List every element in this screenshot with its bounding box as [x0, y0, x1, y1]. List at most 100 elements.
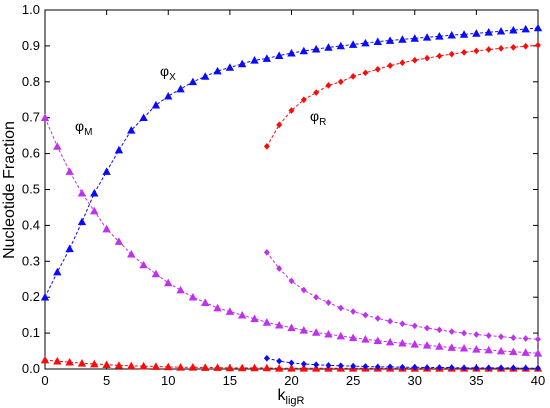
data-point	[522, 42, 529, 50]
data-point	[350, 362, 357, 370]
data-point	[533, 23, 543, 32]
y-tick-label: 0.2	[22, 289, 40, 304]
data-point	[522, 335, 529, 342]
data-point	[287, 364, 296, 372]
data-point	[313, 361, 320, 369]
data-point	[535, 364, 541, 372]
data-point	[521, 24, 530, 33]
data-point	[164, 362, 173, 371]
data-point	[250, 314, 259, 323]
data-point	[509, 25, 518, 34]
data-point	[213, 363, 222, 371]
data-point	[398, 35, 407, 43]
data-point	[313, 293, 320, 301]
data-point	[127, 361, 136, 370]
data-point	[473, 331, 480, 338]
y-tick-label: 0.1	[22, 325, 40, 340]
data-point	[496, 26, 506, 35]
data-point	[399, 320, 406, 328]
data-point	[225, 307, 235, 315]
data-point	[473, 47, 480, 55]
data-point	[510, 364, 517, 372]
data-point	[496, 346, 506, 355]
data-point	[288, 107, 295, 114]
data-point	[521, 348, 530, 356]
data-point	[473, 364, 480, 372]
data-point	[374, 65, 381, 73]
data-point	[238, 59, 247, 68]
data-point	[485, 332, 492, 339]
data-point	[485, 364, 492, 372]
data-point	[361, 335, 370, 343]
data-point	[472, 29, 481, 37]
data-point	[164, 91, 173, 100]
annotation-sub: X	[169, 72, 176, 83]
data-point	[324, 329, 333, 338]
data-point	[274, 51, 284, 59]
x-tick-label: 25	[346, 373, 360, 388]
data-point	[77, 359, 87, 367]
data-point	[262, 318, 272, 326]
data-point	[459, 343, 469, 352]
data-point	[288, 359, 295, 367]
data-point	[299, 46, 309, 55]
data-point	[262, 54, 272, 62]
data-point	[201, 72, 210, 80]
x-tick-label: 0	[41, 373, 48, 388]
data-point	[176, 84, 185, 93]
data-point	[374, 315, 381, 322]
data-point	[188, 363, 198, 371]
data-point	[65, 167, 74, 175]
data-point	[436, 364, 443, 371]
data-point	[225, 363, 235, 372]
data-point	[287, 323, 296, 332]
data-point	[535, 41, 541, 49]
data-point	[114, 361, 124, 369]
data-point	[459, 30, 469, 38]
data-point	[348, 333, 358, 342]
data-point	[276, 265, 283, 272]
data-point	[325, 82, 332, 89]
data-point	[90, 359, 99, 368]
data-point	[461, 49, 467, 56]
data-point	[288, 277, 295, 285]
data-point	[263, 248, 270, 256]
data-point	[485, 46, 492, 53]
data-point	[65, 244, 74, 253]
data-point	[311, 328, 321, 336]
x-label-sub: ligR	[286, 395, 305, 407]
data-point	[448, 50, 455, 58]
data-point	[510, 43, 517, 51]
data-point	[40, 355, 50, 364]
y-tick-label: 0.8	[22, 74, 40, 89]
x-tick-label: 5	[103, 373, 110, 388]
data-point	[299, 364, 309, 372]
data-point	[77, 188, 87, 197]
data-point	[139, 260, 148, 269]
data-point	[498, 45, 504, 52]
data-point	[263, 143, 270, 150]
data-point	[325, 362, 332, 369]
data-point	[422, 341, 432, 349]
data-point	[176, 285, 185, 294]
data-point	[362, 69, 369, 77]
data-point	[65, 357, 74, 366]
data-point	[387, 317, 394, 325]
y-tick-label: 0.4	[22, 217, 40, 232]
data-point	[151, 362, 161, 370]
data-point	[361, 38, 370, 47]
annotation: φM	[75, 118, 92, 138]
x-tick-label: 40	[531, 373, 545, 388]
data-point	[410, 34, 419, 42]
data-point	[385, 36, 395, 44]
data-point	[337, 304, 344, 312]
data-point	[362, 311, 369, 319]
data-point	[411, 322, 418, 330]
annotation-sub: R	[319, 117, 326, 128]
data-point	[350, 308, 357, 315]
data-point	[77, 217, 87, 226]
data-point	[299, 326, 309, 334]
data-point	[385, 337, 395, 346]
data-point	[274, 321, 284, 329]
